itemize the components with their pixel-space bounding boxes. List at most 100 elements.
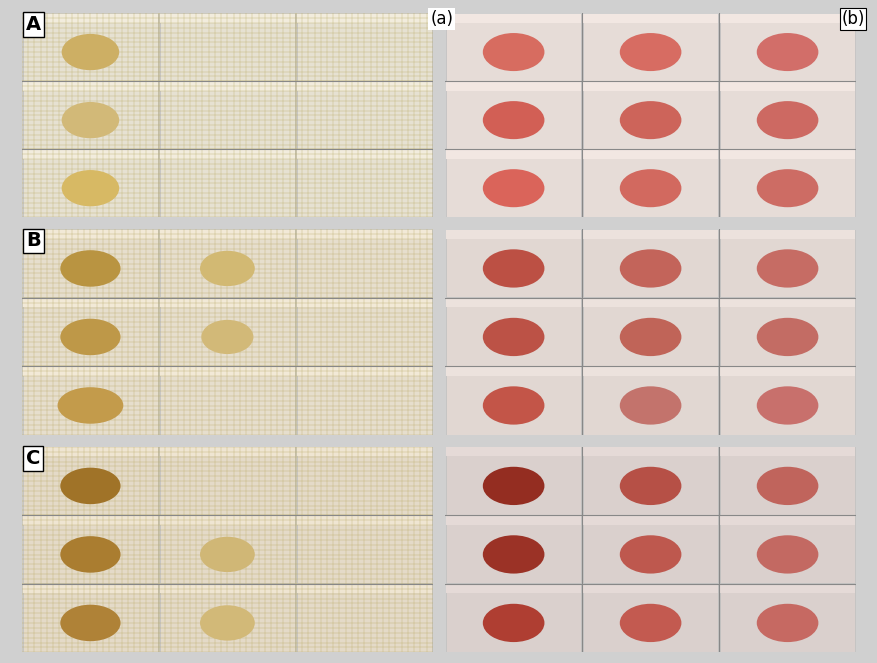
FancyBboxPatch shape <box>160 516 295 583</box>
FancyBboxPatch shape <box>160 230 295 298</box>
Ellipse shape <box>756 33 817 71</box>
Ellipse shape <box>61 102 119 139</box>
Bar <box>446 584 581 593</box>
Ellipse shape <box>482 467 544 505</box>
Bar <box>446 14 581 23</box>
Bar <box>719 448 854 456</box>
Ellipse shape <box>756 467 817 505</box>
Ellipse shape <box>619 604 681 642</box>
Text: B: B <box>26 231 40 251</box>
FancyBboxPatch shape <box>446 367 581 434</box>
FancyBboxPatch shape <box>160 14 295 81</box>
FancyBboxPatch shape <box>160 298 295 366</box>
FancyBboxPatch shape <box>23 448 158 515</box>
Ellipse shape <box>756 249 817 288</box>
Bar <box>296 150 431 159</box>
Ellipse shape <box>61 605 120 641</box>
FancyBboxPatch shape <box>296 584 431 652</box>
FancyBboxPatch shape <box>719 230 854 298</box>
Bar <box>23 448 158 456</box>
FancyBboxPatch shape <box>582 448 717 515</box>
Bar <box>160 584 295 593</box>
FancyBboxPatch shape <box>23 82 158 149</box>
Ellipse shape <box>756 318 817 356</box>
Bar <box>160 298 295 308</box>
Bar <box>719 584 854 593</box>
FancyBboxPatch shape <box>296 298 431 366</box>
FancyBboxPatch shape <box>446 516 581 583</box>
Ellipse shape <box>482 169 544 208</box>
FancyBboxPatch shape <box>296 367 431 434</box>
Bar <box>719 14 854 23</box>
FancyBboxPatch shape <box>23 230 158 298</box>
Bar <box>160 516 295 525</box>
FancyBboxPatch shape <box>582 584 717 652</box>
FancyBboxPatch shape <box>719 298 854 366</box>
Bar <box>296 298 431 308</box>
FancyBboxPatch shape <box>446 82 581 149</box>
FancyBboxPatch shape <box>446 150 581 217</box>
Bar <box>160 448 295 456</box>
Ellipse shape <box>61 170 119 206</box>
Bar <box>719 298 854 308</box>
Bar <box>719 367 854 376</box>
Bar <box>446 516 581 525</box>
FancyBboxPatch shape <box>446 230 581 298</box>
Bar <box>719 230 854 239</box>
FancyBboxPatch shape <box>23 367 158 434</box>
Ellipse shape <box>619 387 681 424</box>
Ellipse shape <box>200 605 254 640</box>
Ellipse shape <box>482 604 544 642</box>
FancyBboxPatch shape <box>719 516 854 583</box>
FancyBboxPatch shape <box>582 298 717 366</box>
Bar <box>582 516 717 525</box>
FancyBboxPatch shape <box>446 14 581 81</box>
FancyBboxPatch shape <box>296 448 431 515</box>
Text: C: C <box>26 449 40 468</box>
FancyBboxPatch shape <box>160 584 295 652</box>
Bar <box>23 82 158 91</box>
Bar <box>446 367 581 376</box>
Ellipse shape <box>619 33 681 71</box>
Bar <box>160 150 295 159</box>
FancyBboxPatch shape <box>446 448 581 515</box>
FancyBboxPatch shape <box>23 150 158 217</box>
FancyBboxPatch shape <box>23 298 158 366</box>
FancyBboxPatch shape <box>719 367 854 434</box>
Bar <box>446 230 581 239</box>
Ellipse shape <box>619 535 681 573</box>
FancyBboxPatch shape <box>582 230 717 298</box>
Ellipse shape <box>61 319 120 355</box>
Ellipse shape <box>61 250 120 286</box>
Ellipse shape <box>61 536 120 573</box>
Ellipse shape <box>482 535 544 573</box>
Bar <box>446 448 581 456</box>
Bar <box>296 448 431 456</box>
FancyBboxPatch shape <box>296 516 431 583</box>
Text: (a): (a) <box>430 10 453 28</box>
Bar <box>446 82 581 91</box>
Bar <box>160 14 295 23</box>
Bar <box>23 516 158 525</box>
Ellipse shape <box>61 34 119 70</box>
Ellipse shape <box>756 604 817 642</box>
Bar <box>23 584 158 593</box>
Bar <box>582 367 717 376</box>
Ellipse shape <box>201 320 253 354</box>
Bar <box>296 516 431 525</box>
Bar <box>582 298 717 308</box>
Bar <box>719 82 854 91</box>
Ellipse shape <box>756 101 817 139</box>
Bar <box>296 367 431 376</box>
FancyBboxPatch shape <box>582 150 717 217</box>
FancyBboxPatch shape <box>160 82 295 149</box>
FancyBboxPatch shape <box>160 367 295 434</box>
FancyBboxPatch shape <box>582 367 717 434</box>
Text: A: A <box>26 15 41 34</box>
FancyBboxPatch shape <box>23 516 158 583</box>
FancyBboxPatch shape <box>296 230 431 298</box>
Bar <box>160 367 295 376</box>
FancyBboxPatch shape <box>719 448 854 515</box>
FancyBboxPatch shape <box>582 516 717 583</box>
FancyBboxPatch shape <box>446 584 581 652</box>
